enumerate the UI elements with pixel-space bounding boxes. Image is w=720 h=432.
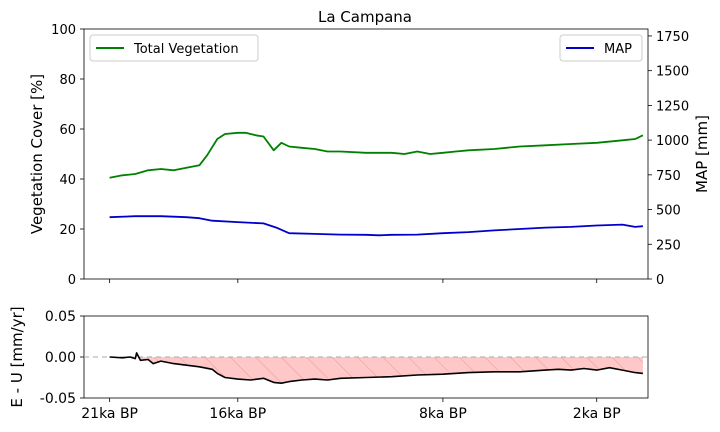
bottom-panel: -0.05 0.00 0.05 21ka BP 16ka BP 8ka BP 2ka BP… [8,306,649,422]
right-y-tick-label: 1000 [656,134,689,149]
left-y-tick-label: 0 [68,273,76,288]
right-y-tick-label: 0 [656,273,664,288]
right-y-ticks: 0 250 500 750 1000 1250 1500 1750 [648,30,689,288]
legend-total-vegetation: Total Vegetation [89,34,259,62]
left-y-tick-label: 60 [59,123,76,138]
legend-box-right [559,34,643,62]
bottom-x-tick-label: 2ka BP [573,406,621,422]
left-y-tick-label: 40 [59,173,76,188]
left-y-tick-label: 20 [59,223,76,238]
bottom-y-tick-label: -0.05 [40,391,76,407]
top-panel: La Campana 0 20 40 60 80 100 0 250 500 750 1000 12… [28,8,711,288]
right-y-tick-label: 750 [656,169,681,184]
right-y-tick-label: 1250 [656,99,689,114]
left-y-tick-label: 100 [51,23,76,38]
series-line-map [109,215,643,237]
deficit-fill-area [109,352,643,384]
chart-title: La Campana [318,8,412,26]
series-line-total-vegetation [109,131,644,179]
legend-label-map: MAP [604,42,632,57]
right-y-tick-label: 1500 [656,65,689,80]
bottom-area-group [84,352,648,384]
left-y-tick-label: 80 [59,73,76,88]
bottom-y-ticks: -0.05 0.00 0.05 [40,309,84,407]
bottom-x-tick-label: 21ka BP [81,406,138,422]
e-minus-u-line [109,352,643,384]
legend-map: MAP [559,34,643,62]
right-y-tick-label: 500 [656,204,681,219]
legend-label-total-vegetation: Total Vegetation [133,42,239,57]
bottom-x-ticks: 21ka BP 16ka BP 8ka BP 2ka BP [81,398,621,422]
bottom-y-axis-label: E - U [mm/yr] [8,306,26,407]
legend-box-left [89,34,259,62]
right-y-tick-label: 1750 [656,30,689,45]
bottom-x-tick-label: 8ka BP [419,406,467,422]
bottom-y-tick-label: 0.05 [45,309,76,325]
right-y-tick-label: 250 [656,238,681,253]
top-plot-frame [83,28,649,280]
bottom-y-tick-label: 0.00 [45,350,76,366]
left-y-ticks: 0 20 40 60 80 100 [51,23,84,288]
top-series-group [109,131,644,237]
top-x-ticks [109,279,598,283]
bottom-x-tick-label: 16ka BP [209,406,266,422]
right-y-axis-label: MAP [mm] [693,115,711,193]
left-y-axis-label: Vegetation Cover [%] [28,74,46,234]
